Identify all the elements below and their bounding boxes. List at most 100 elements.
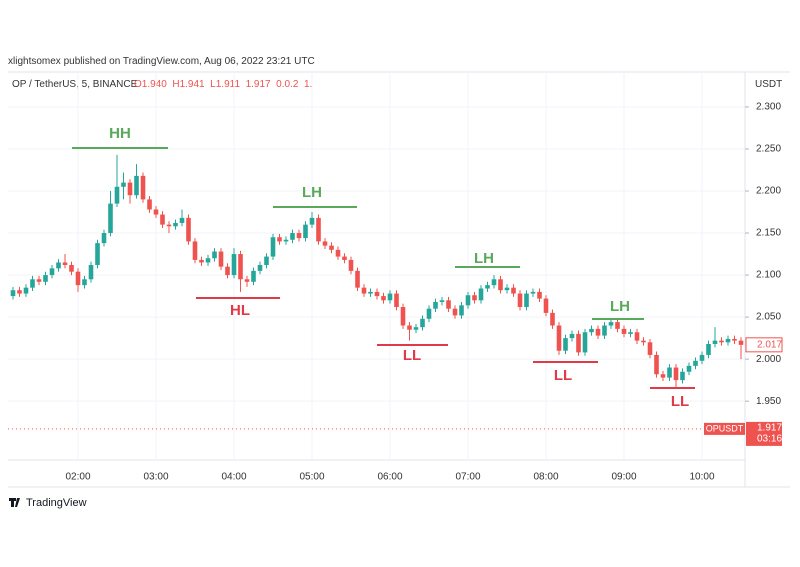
candle-body: [517, 293, 523, 308]
candle-body: [381, 296, 386, 301]
candle-body: [114, 186, 120, 204]
candle-body: [296, 233, 302, 239]
candle-body: [478, 288, 484, 301]
candle-body: [673, 367, 679, 381]
y-tick-label: 2.250: [756, 144, 781, 155]
y-tick-label: 2.050: [756, 312, 781, 323]
candle-body: [407, 325, 412, 330]
candle-body: [660, 374, 666, 378]
candle-body: [166, 224, 172, 227]
candle-body: [439, 300, 445, 302]
header: xlightsomex published on TradingView.com…: [8, 56, 315, 67]
candle-body: [374, 291, 380, 297]
candle-body: [738, 340, 744, 345]
candle-body: [49, 268, 55, 276]
candle-body: [563, 338, 568, 351]
candle-body: [264, 256, 269, 265]
price-line-label: 1.917: [757, 423, 782, 434]
candle-body: [394, 293, 399, 308]
candle-body: [621, 328, 627, 334]
candle-body: [160, 214, 165, 225]
candle-body: [628, 332, 633, 334]
candle-body: [699, 354, 705, 361]
symbol: OP / TetherUS, 5, BINANCE: [12, 79, 138, 90]
candle-body: [82, 279, 87, 286]
candle-body: [23, 287, 29, 294]
y-tick-label: 2.000: [756, 354, 781, 365]
candle-body: [537, 291, 542, 299]
candle-body: [556, 325, 562, 351]
candle-body: [192, 241, 198, 260]
candle-body: [108, 203, 113, 234]
candle-body: [634, 332, 640, 341]
candle-body: [686, 365, 692, 372]
candle-body: [712, 340, 718, 344]
candle-body: [10, 290, 16, 297]
annotation-label: LH: [474, 250, 494, 267]
candle-body: [218, 251, 224, 267]
candle-body: [511, 287, 516, 294]
candle-body: [303, 224, 308, 239]
candle-body: [491, 279, 497, 286]
y-tick-label: 2.150: [756, 228, 781, 239]
candle-body: [173, 222, 178, 227]
candle-body: [589, 328, 594, 333]
candle-body: [251, 270, 256, 282]
candle-body: [472, 295, 477, 301]
candle-body: [433, 301, 438, 309]
candle-body: [485, 285, 490, 289]
candle-body: [641, 340, 646, 343]
candle-body: [524, 293, 529, 308]
x-tick-label: 02:00: [65, 472, 90, 483]
candle-body: [693, 360, 698, 366]
candle-body: [413, 327, 419, 330]
candle-body: [179, 217, 185, 223]
candle-body: [732, 338, 737, 341]
candle-body: [277, 237, 282, 242]
candle-body: [446, 300, 451, 309]
candle-body: [153, 209, 159, 215]
last-price-tag: [745, 337, 783, 353]
x-tick-label: 06:00: [377, 472, 402, 483]
candle-body: [719, 340, 724, 343]
candle-body: [121, 182, 126, 187]
candle-body: [595, 328, 601, 336]
last-price-label: 2.017: [757, 339, 782, 350]
x-tick-label: 04:00: [221, 472, 246, 483]
candle-body: [205, 258, 211, 263]
candles: [10, 154, 744, 389]
candle-body: [582, 332, 588, 353]
candle-body: [30, 279, 35, 288]
candle-body: [199, 259, 204, 263]
annotation-label: LH: [302, 184, 322, 201]
candle-body: [368, 291, 373, 294]
candle-body: [342, 256, 347, 260]
candle-body: [17, 290, 22, 294]
candle-body: [75, 271, 81, 286]
candle-body: [101, 233, 107, 244]
candle-body: [706, 343, 711, 355]
candle-body: [257, 264, 263, 271]
candle-body: [543, 298, 549, 313]
x-tick-label: 07:00: [455, 472, 480, 483]
candle-body: [667, 367, 672, 378]
candle-body: [348, 259, 354, 271]
candle-body: [36, 279, 42, 282]
candle-body: [654, 354, 659, 375]
candle-body: [270, 237, 276, 257]
candle-body: [329, 245, 334, 250]
candle-body: [238, 254, 243, 280]
annotation-label: HL: [230, 302, 250, 319]
candle-body: [316, 217, 321, 242]
candle-body: [498, 279, 503, 291]
x-tick-label: 05:00: [299, 472, 324, 483]
annotation-label: LL: [554, 367, 572, 384]
candle-body: [355, 270, 360, 288]
candle-body: [465, 295, 471, 306]
candle-body: [95, 243, 100, 265]
x-tick-label: 03:00: [143, 472, 168, 483]
candle-body: [504, 287, 510, 291]
candle-body: [361, 287, 367, 294]
candle-body: [140, 175, 146, 200]
